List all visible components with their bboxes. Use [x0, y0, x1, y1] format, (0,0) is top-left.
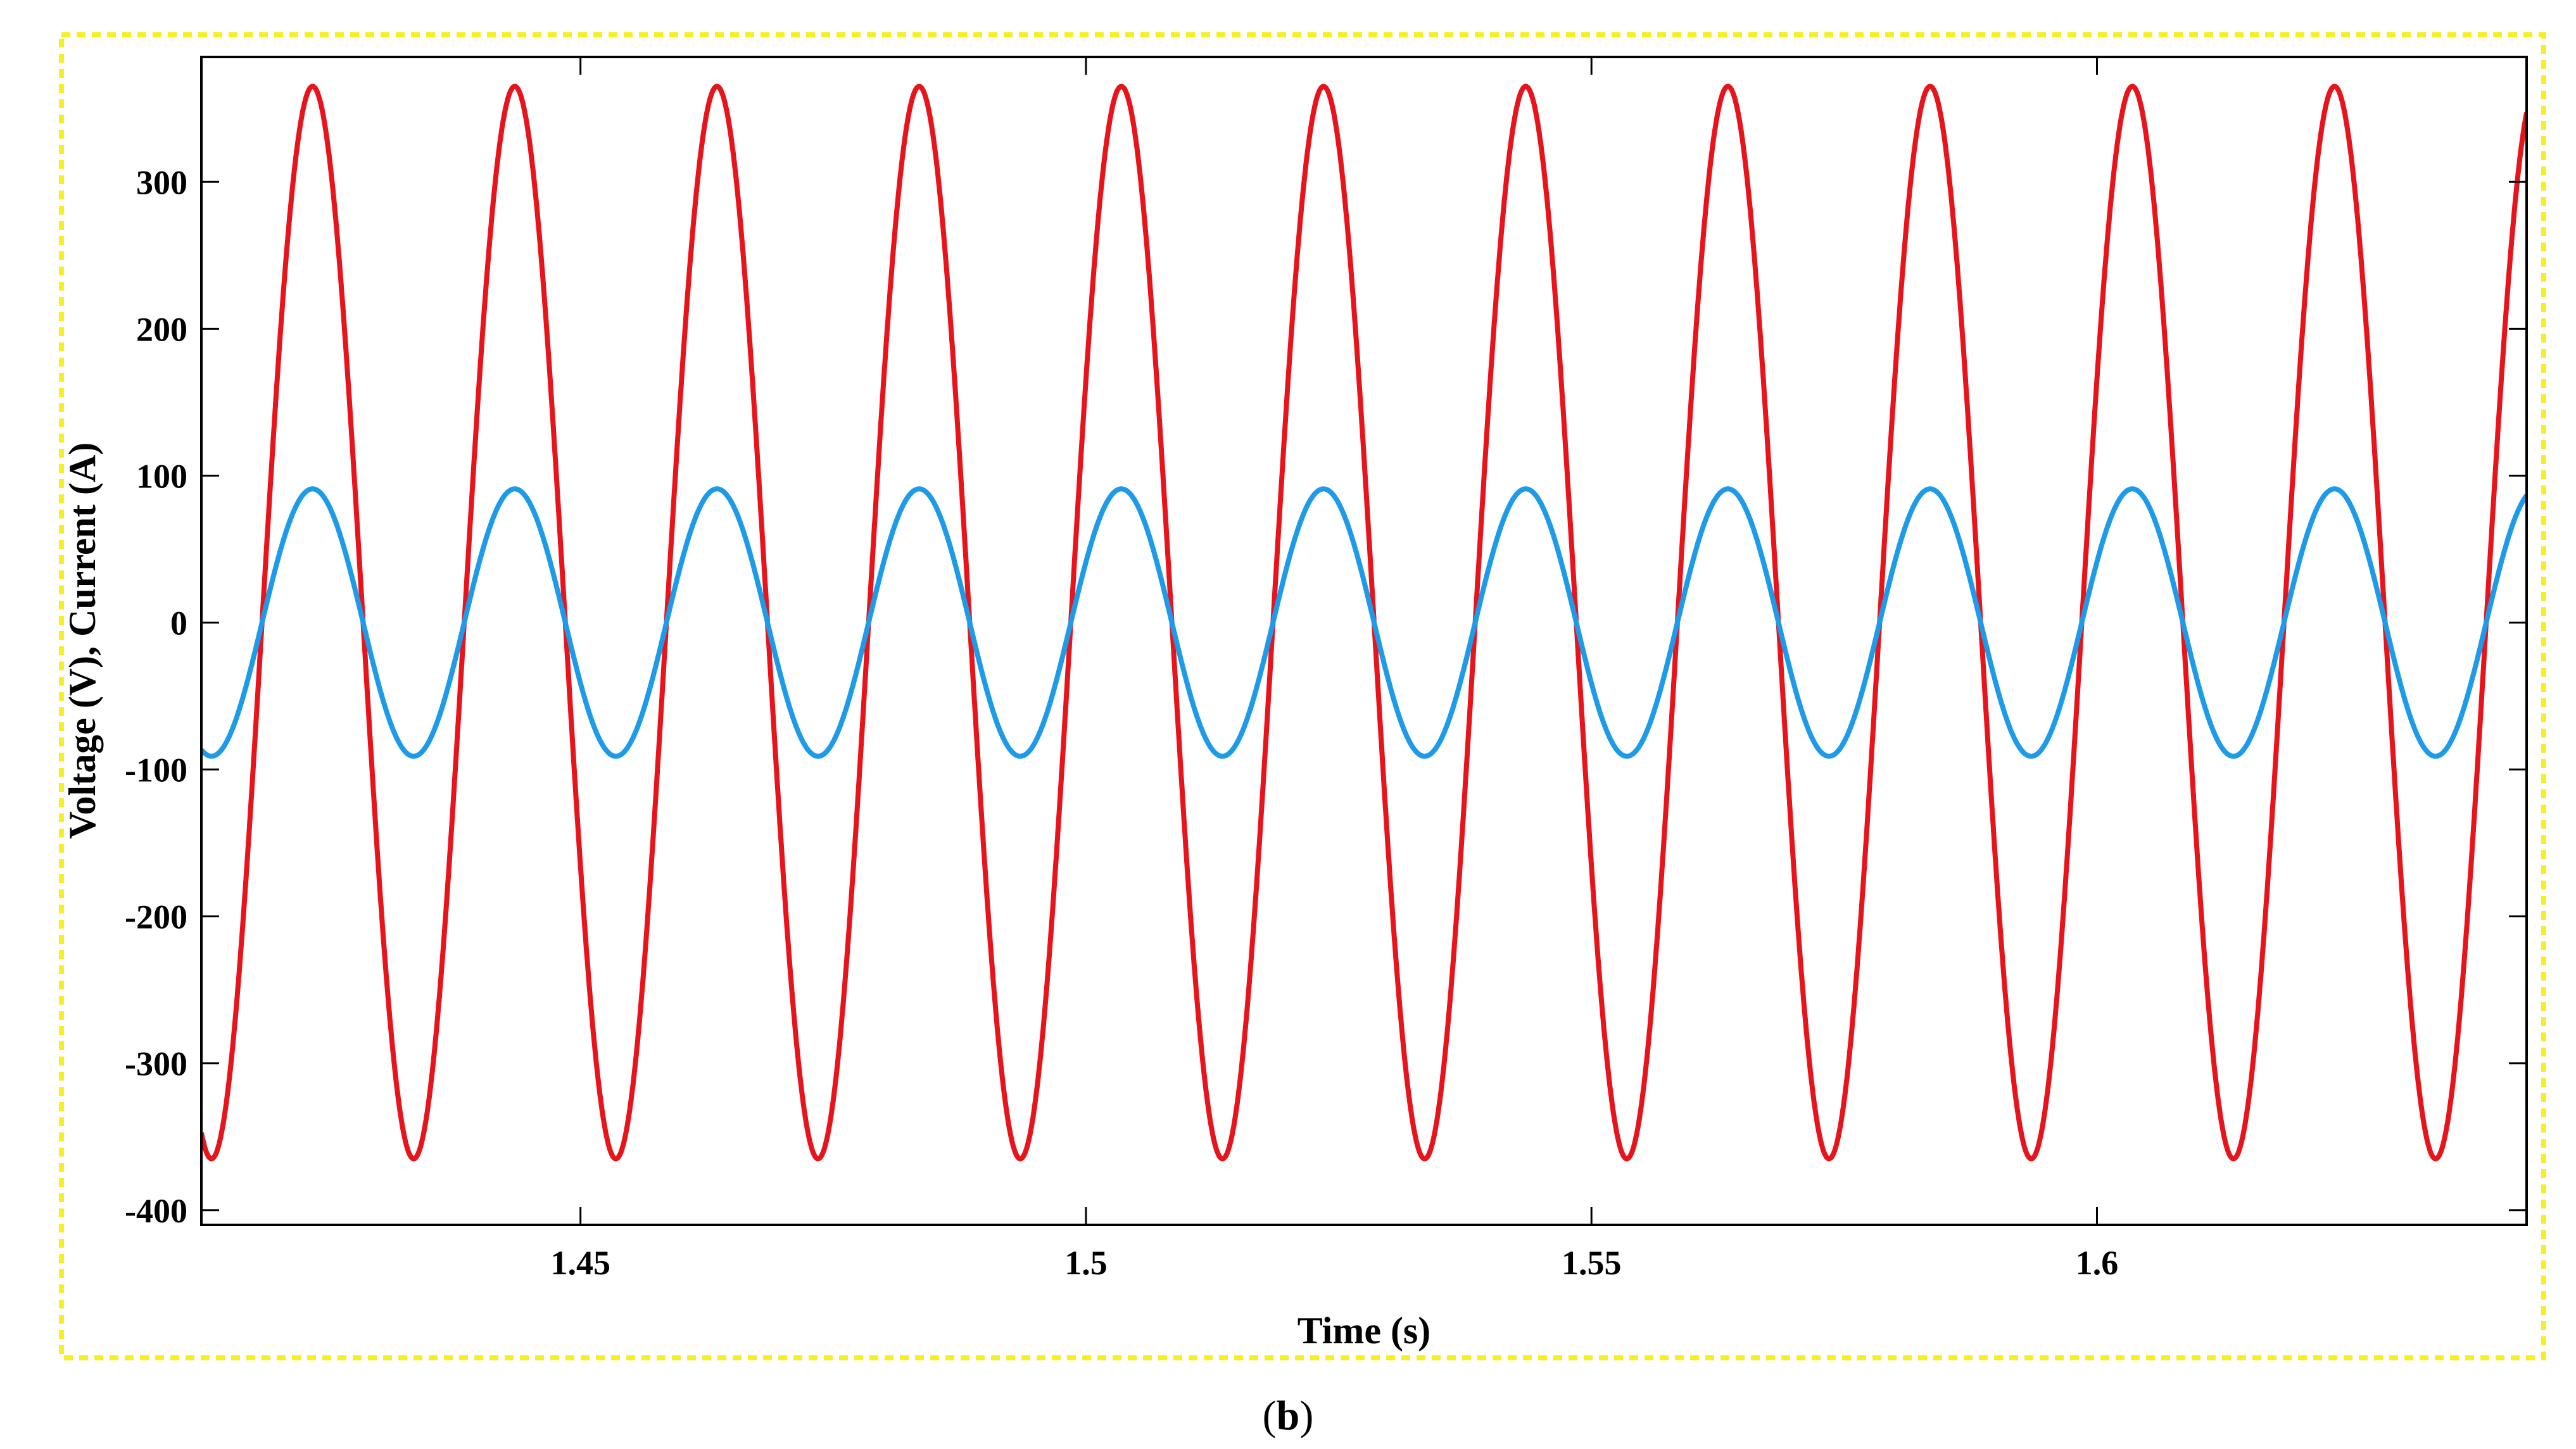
dashed-frame-border — [59, 32, 2546, 1360]
y-tick-label: 200 — [136, 310, 187, 348]
y-tick-label: 300 — [136, 163, 187, 201]
x-tick-label: 1.55 — [1562, 1244, 1622, 1282]
y-tick-label: -300 — [125, 1045, 187, 1083]
current-series-line — [201, 486, 2527, 759]
x-tick-label: 1.5 — [1064, 1244, 1108, 1282]
panel-label-letter: b — [1277, 1393, 1300, 1439]
x-tick-label: 1.45 — [550, 1244, 610, 1282]
ticks-layer: 1.45 1.5 1.55 1.6 -400 -300 -200 -100 0 100 200 300 — [125, 57, 2527, 1282]
y-tick-label: 0 — [170, 604, 187, 642]
x-tick-label: 1.6 — [2076, 1244, 2119, 1282]
plot-area: 1.45 1.5 1.55 1.6 -400 -300 -200 -100 0 100 200 300 — [125, 56, 2528, 1282]
panel-label-open: ( — [1263, 1393, 1277, 1439]
y-tick-label: -400 — [125, 1192, 187, 1230]
y-tick-label: 100 — [136, 457, 187, 495]
panel-label-close: ) — [1299, 1393, 1313, 1439]
y-tick-label: -200 — [125, 898, 187, 936]
panel-label: (b) — [1263, 1393, 1314, 1439]
y-axis-title: Voltage (V), Current (A) — [61, 442, 103, 839]
x-axis-title: Time (s) — [1297, 1310, 1431, 1352]
y-tick-label: -100 — [125, 751, 187, 789]
axes-box — [200, 56, 2528, 1226]
voltage-series-line — [201, 84, 2527, 1162]
series-layer — [201, 84, 2527, 1162]
